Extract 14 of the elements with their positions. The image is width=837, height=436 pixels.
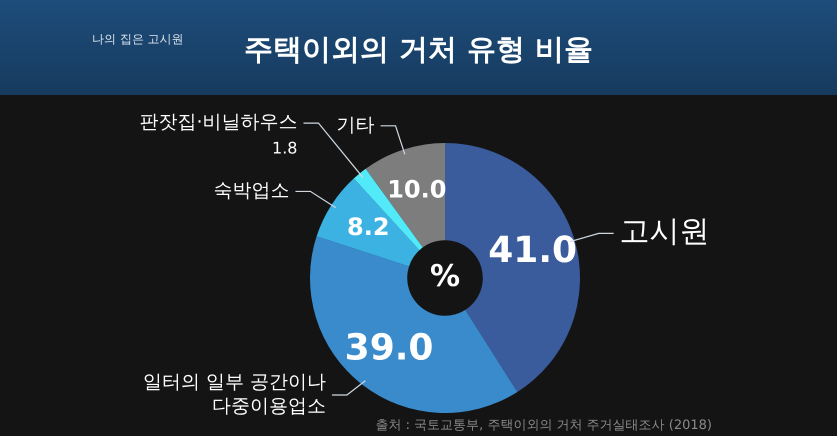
slice-label: 숙박업소 [213,179,290,202]
data-label: 10.0 [387,175,446,204]
data-label: 8.2 [347,212,390,241]
slice-label: 기타 [336,114,375,136]
slice-label: 판잣집·비닐하우스 [139,111,298,134]
slice-label: 고시원 [620,214,710,250]
text: 나의 집은 고시원 [92,31,184,48]
text: % [430,258,460,294]
slice-label: 일터의 일부 공간이나 다중이용업소 [142,370,326,417]
chart-title: 주택이외의 거처 유형 비율 [244,32,594,66]
source-note: 출처 : 국토교통부, 주택이외의 거처 주거실태조사 (2018) [375,417,712,434]
data-label: 39.0 [344,327,434,368]
data-label: 1.8 [272,138,298,158]
data-label: 41.0 [488,230,578,271]
